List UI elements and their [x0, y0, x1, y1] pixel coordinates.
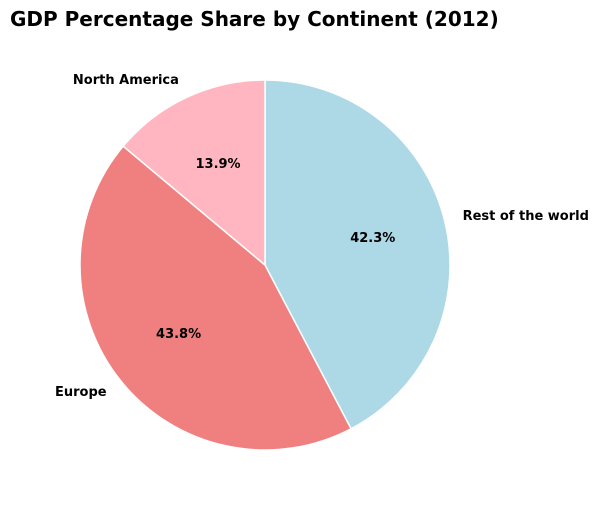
pie-category-label-europe: Europe: [55, 385, 107, 400]
pie-pct-label-europe: 43.8%: [156, 327, 201, 342]
pie-pct-label-rest-of-the-world: 42.3%: [350, 231, 395, 246]
pie-category-label-rest-of-the-world: Rest of the world: [463, 209, 589, 224]
pie-slice-europe: [79, 145, 352, 451]
pie-labels: 42.3% Rest of the world 43.8% Europe 13.9% No…: [55, 73, 589, 400]
pie-slice-north-america: [122, 79, 266, 266]
pie-slices: [79, 79, 451, 451]
pie-pct-label-north-america: 13.9%: [195, 157, 240, 172]
pie-slice-rest-of-the-world: [264, 79, 451, 430]
chart-title: GDP Percentage Share by Continent (2012): [10, 7, 499, 31]
pie-category-label-north-america: North America: [73, 73, 179, 88]
